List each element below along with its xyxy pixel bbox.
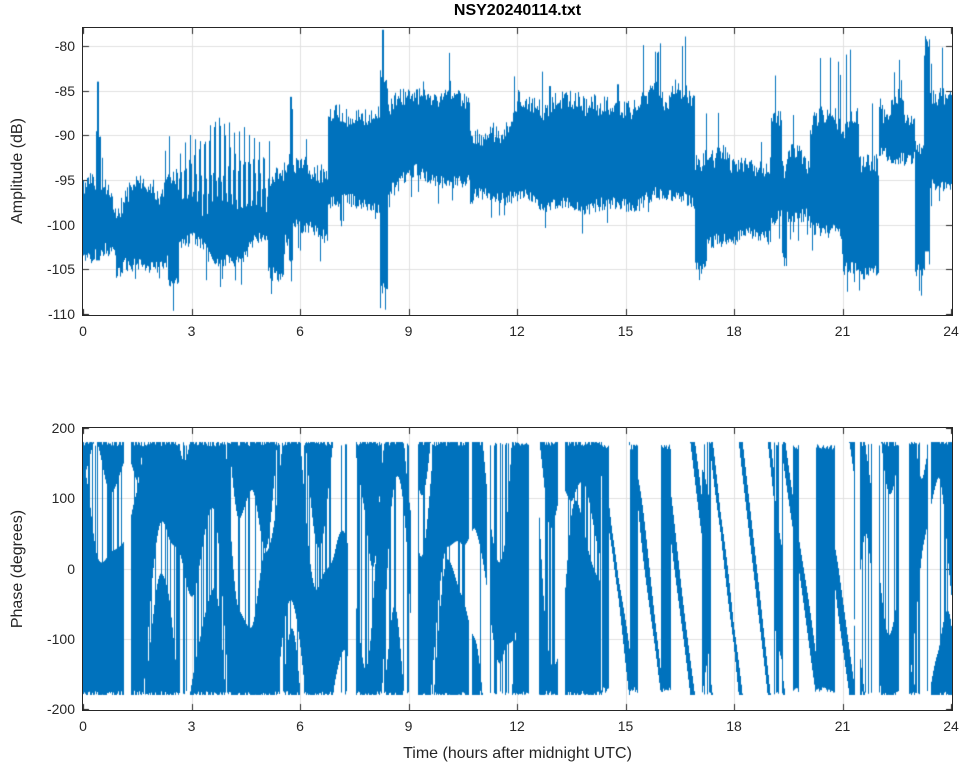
amplitude-x-tick-label: 15 <box>617 323 634 339</box>
phase-y-tick-label: 0 <box>67 560 75 577</box>
amplitude-y-tick-label: -110 <box>48 306 75 322</box>
amplitude-x-tick-label: 24 <box>943 323 959 339</box>
phase-x-tick-label: 9 <box>404 718 413 734</box>
amplitude-plot <box>82 27 953 316</box>
amplitude-y-tick-label: -80 <box>54 37 75 54</box>
phase-x-tick-label: 21 <box>834 718 851 734</box>
amplitude-x-tick-label: 6 <box>296 323 304 339</box>
amplitude-x-tick-label: 9 <box>404 323 413 339</box>
amplitude-y-tick-label: -95 <box>54 171 75 188</box>
phase-x-tick-label: 3 <box>187 718 196 734</box>
phase-x-tick-label: 12 <box>509 718 525 734</box>
amplitude-y-tick-label: -105 <box>46 261 75 278</box>
amplitude-x-tick-label: 21 <box>834 323 851 339</box>
phase-x-tick-label: 18 <box>726 718 742 734</box>
amplitude-plot-canvas <box>83 28 952 315</box>
phase-x-tick-label: 0 <box>79 718 87 734</box>
amplitude-y-tick-label: -90 <box>54 127 75 144</box>
phase-x-tick-label: 24 <box>943 718 959 734</box>
amplitude-x-tick-label: 12 <box>509 323 525 339</box>
amplitude-y-tick-label: -85 <box>54 82 75 99</box>
plot-title: NSY20240114.txt <box>453 2 582 19</box>
amplitude-x-tick-label: 3 <box>187 323 196 339</box>
amplitude-x-tick-label: 18 <box>726 323 742 339</box>
phase-y-tick-label: -200 <box>46 701 75 717</box>
amplitude-y-tick-label: -100 <box>46 216 75 233</box>
phase-y-tick-label: -100 <box>46 630 75 647</box>
phase-y-tick-label: 200 <box>51 420 75 436</box>
phase-y-tick-label: 100 <box>51 490 75 507</box>
phase-plot <box>82 427 953 711</box>
phase-x-tick-label: 6 <box>296 718 304 734</box>
amplitude-x-tick-label: 0 <box>79 323 87 339</box>
phase-plot-canvas <box>83 428 952 710</box>
time-axis-label: Time (hours after midnight UTC) <box>403 745 632 762</box>
phase-x-tick-label: 15 <box>617 718 634 734</box>
